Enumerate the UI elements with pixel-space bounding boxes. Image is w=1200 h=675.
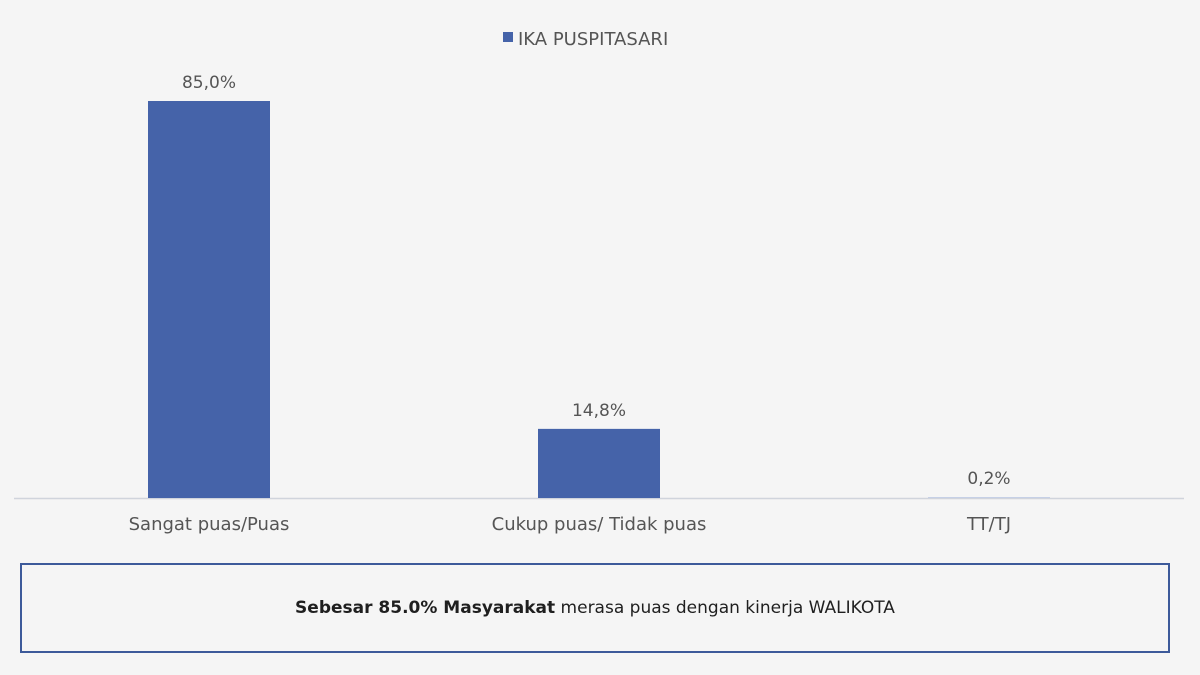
- legend: IKA PUSPITASARI: [503, 29, 668, 50]
- summary-note-bold: Sebesar 85.0% Masyarakat: [295, 598, 556, 618]
- summary-note-text: merasa puas dengan kinerja WALIKOTA: [560, 598, 895, 618]
- data-label-2: 14,8%: [572, 401, 626, 421]
- data-label-1: 85,0%: [182, 73, 236, 93]
- x-tick-label-2: Cukup puas/ Tidak puas: [492, 514, 707, 535]
- summary-note-box: Sebesar 85.0% Masyarakat merasa puas den…: [20, 563, 1170, 653]
- legend-label: IKA PUSPITASARI: [518, 29, 668, 50]
- bar-3: [928, 497, 1050, 498]
- x-tick-label-3: TT/TJ: [966, 514, 1011, 535]
- data-label-3: 0,2%: [967, 469, 1010, 489]
- bar-chart: IKA PUSPITASARI 85,0% Sangat puas/Puas 14,8…: [14, 29, 1184, 535]
- bar-1: [148, 101, 270, 498]
- bar-2: [538, 428, 660, 498]
- x-tick-label-1: Sangat puas/Puas: [129, 514, 290, 535]
- legend-swatch: [503, 32, 513, 42]
